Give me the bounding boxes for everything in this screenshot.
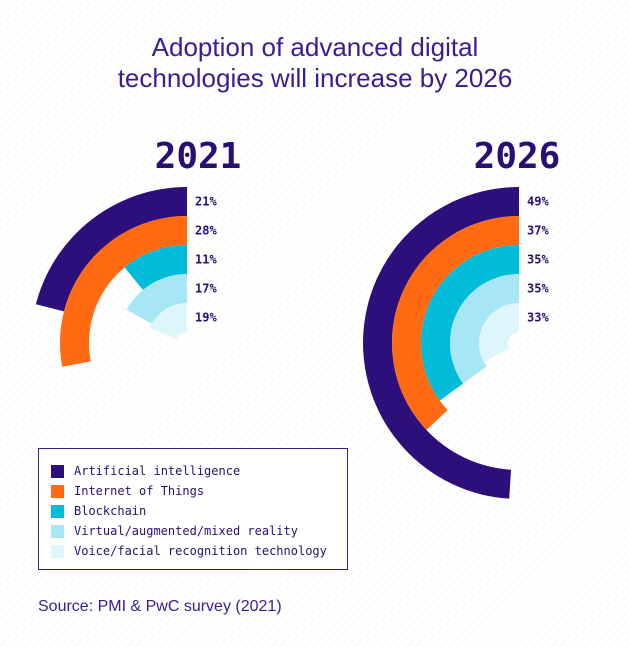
- year-label-2026: 2026: [474, 136, 561, 177]
- arc-blockchain-2026: [421, 245, 519, 401]
- legend-item-ai: Artificial intelligence: [51, 461, 347, 481]
- chart-title: Adoption of advanced digital technologie…: [0, 32, 630, 94]
- arc-voice-2026: [479, 303, 519, 363]
- legend-swatch-iot: [51, 484, 64, 498]
- value-label-blockchain-2021: 11%: [195, 253, 217, 267]
- legend-item-iot: Internet of Things: [51, 481, 347, 501]
- legend-label-blockchain: Blockchain: [74, 504, 147, 518]
- legend-swatch-ai: [51, 464, 64, 478]
- arc-voice-2021: [149, 303, 187, 339]
- arc-ai-2026: [363, 187, 519, 499]
- legend-item-vr: Virtual/augmented/mixed reality: [51, 521, 347, 541]
- value-label-blockchain-2026: 35%: [527, 253, 549, 267]
- legend: Artificial intelligence Internet of Thin…: [38, 448, 348, 570]
- value-label-ai-2021: 21%: [195, 195, 217, 209]
- legend-label-vr: Virtual/augmented/mixed reality: [74, 524, 298, 538]
- legend-label-ai: Artificial intelligence: [74, 464, 241, 478]
- value-label-ai-2026: 49%: [527, 195, 549, 209]
- chart-title-line-2: technologies will increase by 2026: [117, 63, 513, 93]
- legend-item-blockchain: Blockchain: [51, 501, 347, 521]
- legend-swatch-vr: [51, 524, 64, 538]
- legend-swatch-blockchain: [51, 504, 64, 518]
- legend-label-voice: Voice/facial recognition technology: [74, 544, 327, 558]
- arc-blockchain-2021: [124, 245, 187, 290]
- arc-vr-2021: [126, 274, 187, 324]
- value-label-iot-2026: 37%: [527, 224, 549, 238]
- arc-ai-2021: [35, 187, 188, 312]
- legend-swatch-voice: [51, 544, 64, 558]
- arc-iot-2026: [391, 216, 519, 430]
- source-note: Source: PMI & PwC survey (2021): [38, 598, 282, 615]
- value-label-voice-2026: 33%: [527, 311, 549, 325]
- radial-chart-2026: 2026 49% 37% 35% 35% 33%: [363, 136, 560, 499]
- legend-label-iot: Internet of Things: [74, 484, 205, 498]
- value-label-iot-2021: 28%: [195, 224, 217, 238]
- value-label-vr-2026: 35%: [527, 282, 549, 296]
- chart-title-line-1: Adoption of advanced digital: [151, 32, 479, 62]
- arc-vr-2026: [450, 274, 519, 384]
- value-label-vr-2021: 17%: [195, 282, 217, 296]
- year-label-2021: 2021: [155, 136, 242, 177]
- value-label-voice-2021: 19%: [195, 311, 217, 325]
- radial-chart-2021: 2021 21% 28% 11% 17% 19%: [35, 136, 242, 367]
- arc-iot-2021: [59, 216, 187, 367]
- legend-item-voice: Voice/facial recognition technology: [51, 541, 347, 561]
